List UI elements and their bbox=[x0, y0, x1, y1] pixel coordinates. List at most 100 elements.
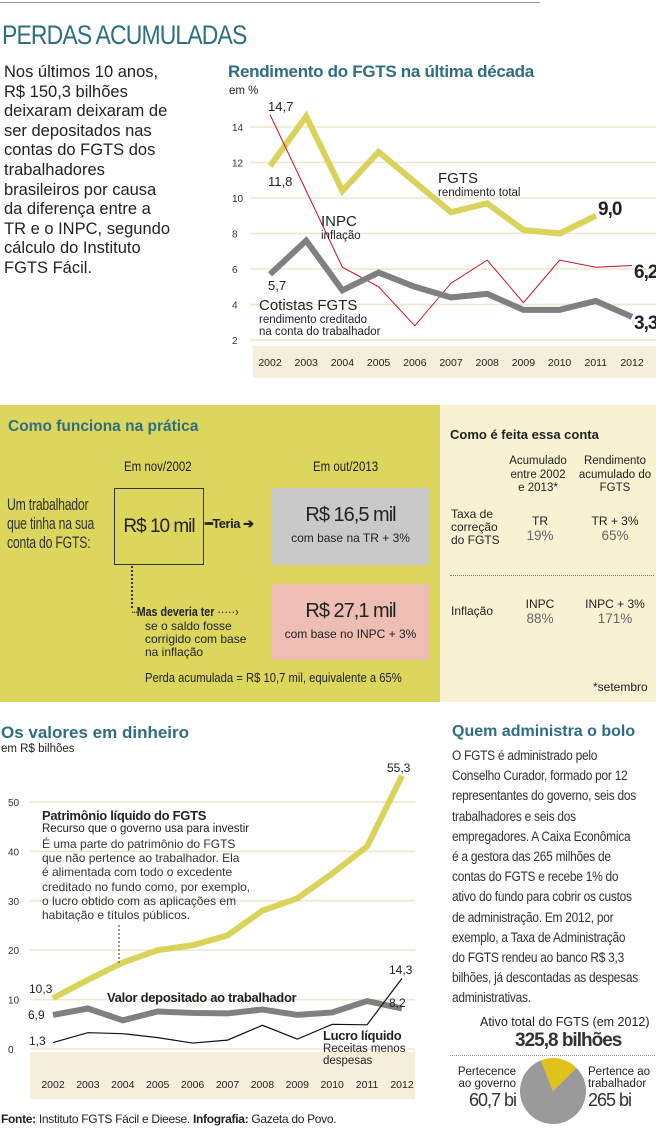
intro-text: Nos últimos 10 anos, R$ 150,3 bilhões de… bbox=[4, 63, 170, 277]
x-tick-label: 2006 bbox=[181, 1079, 205, 1091]
x-tick-label: 2011 bbox=[356, 1079, 379, 1091]
cell-inpc-pct: 88% bbox=[526, 610, 554, 626]
y-tick-label: 40 bbox=[8, 847, 20, 858]
lucro-subtitle: Receitas menos despesas bbox=[323, 1043, 406, 1067]
deveria-label: Mas deveria ter bbox=[136, 604, 215, 619]
tr-result-box: R$ 16,5 mil com base na TR + 3% bbox=[272, 488, 429, 565]
inpc-start-label: 14,7 bbox=[268, 99, 294, 114]
cell-inpc3-pct: 171% bbox=[597, 610, 633, 626]
patrimonio-series-label: Patrimônio líquido do FGTS Recurso que o … bbox=[42, 808, 250, 922]
series-line-0 bbox=[267, 110, 598, 237]
infografia-label: Infografia: bbox=[192, 1112, 249, 1126]
arrow-right-icon: ➔ bbox=[243, 516, 254, 531]
governo-value: 60,7 bi bbox=[468, 1090, 517, 1110]
y-tick-label: 14 bbox=[232, 123, 244, 134]
x-axis-band bbox=[30, 1052, 415, 1099]
trabalhador-label: Pertence ao trabalhador bbox=[588, 1066, 651, 1090]
x-tick-label: 2003 bbox=[76, 1079, 100, 1091]
pratica-title: Como funciona na prática bbox=[8, 418, 199, 435]
worker-text: Um trabalhador que tinha na sua conta do… bbox=[7, 495, 95, 552]
cell-tr-name: TR bbox=[532, 514, 548, 528]
chart1-plot: 2 4 6 8 10 12 14 2002 2003 2004 2005 2006 2007 2008 20… bbox=[232, 110, 656, 378]
fgts-subtitle: rendimento total bbox=[438, 187, 521, 199]
x-tick-label: 2009 bbox=[512, 357, 536, 369]
cell-tr-pct: 19% bbox=[526, 527, 554, 543]
y-tick-label: 4 bbox=[232, 301, 238, 312]
fgts-series-label: FGTS rendimento total bbox=[438, 170, 520, 199]
footer-credits: Fonte: Instituto FGTS Fácil e Dieese. In… bbox=[1, 1112, 337, 1126]
dotted-connector bbox=[131, 566, 133, 608]
x-tick-label: 2010 bbox=[548, 357, 572, 369]
x-tick-label: 2003 bbox=[295, 357, 319, 369]
x-tick-label: 2002 bbox=[258, 357, 282, 369]
patrimonio-end-label: 55,3 bbox=[387, 761, 411, 775]
x-tick-label: 2010 bbox=[321, 1079, 345, 1091]
conta-header-1: Acumulado entre 2002 e 2013* bbox=[509, 455, 567, 494]
lucro-series-label: Lucro líquido Receitas menos despesas bbox=[323, 1028, 405, 1067]
chart1-title: Rendimento do FGTS na última década bbox=[228, 62, 534, 81]
y-tick-label: 0 bbox=[8, 1045, 14, 1056]
patrimonio-note: É uma parte do patrimônio do FGTS que nã… bbox=[42, 837, 251, 923]
governo-label: Pertecence ao governo bbox=[457, 1066, 516, 1090]
valor-end-label: 8,2 bbox=[389, 996, 406, 1010]
ativo-total: 325,8 bilhões bbox=[515, 1030, 622, 1051]
x-tick-label: 2002 bbox=[41, 1079, 65, 1091]
conta-panel bbox=[440, 405, 656, 702]
deveria-block: ···Mas deveria ter ·····› bbox=[131, 604, 239, 619]
x-tick-label: 2005 bbox=[367, 357, 391, 369]
y-tick-label: 2 bbox=[232, 336, 238, 347]
y-tick-label: 10 bbox=[232, 194, 244, 205]
y-tick-label: 6 bbox=[232, 265, 238, 276]
x-tick-label: 2004 bbox=[331, 357, 355, 369]
fgts-start-label: 11,8 bbox=[268, 174, 293, 189]
inpc-subtitle: inflação bbox=[321, 230, 361, 242]
governo-label-block: Pertecence ao governo 60,7 bi bbox=[450, 1066, 517, 1110]
x-tick-label: 2004 bbox=[111, 1079, 135, 1091]
inpc-value: R$ 27,1 mil bbox=[305, 600, 396, 622]
x-tick-label: 2011 bbox=[585, 357, 608, 369]
dotted-arrow-icon: ·····› bbox=[217, 604, 239, 619]
ativo-title: Ativo total do FGTS (em 2012) bbox=[480, 1015, 650, 1029]
x-tick-label: 2006 bbox=[403, 357, 427, 369]
chart1-ylabel: em % bbox=[229, 85, 259, 97]
cell-tr: TR 19% bbox=[507, 514, 573, 543]
valor-start-label: 6,9 bbox=[28, 1008, 45, 1022]
col-nov-2002: Em nov/2002 bbox=[124, 458, 192, 474]
tr-base: com base na TR + 3% bbox=[291, 531, 410, 545]
y-tick-label: 50 bbox=[8, 798, 20, 809]
deveria-sub: se o saldo fosse corrigido com base na i… bbox=[145, 619, 247, 659]
x-axis-band bbox=[253, 346, 656, 378]
inpc-base: com base no INPC + 3% bbox=[284, 627, 417, 641]
patrimonio-subtitle: Recurso que o governo usa para investir bbox=[42, 823, 250, 835]
inpc-series-label: INPC inflação bbox=[321, 213, 361, 242]
x-tick-label: 2012 bbox=[390, 1079, 414, 1091]
fgts-end-label: 9,0 bbox=[598, 199, 622, 220]
x-tick-label: 2007 bbox=[216, 1079, 240, 1091]
fgts-name: FGTS bbox=[438, 170, 478, 187]
x-tick-label: 2008 bbox=[476, 357, 500, 369]
y-tick-label: 10 bbox=[8, 996, 20, 1007]
start-value: R$ 10 mil bbox=[123, 515, 195, 537]
tr-value: R$ 16,5 mil bbox=[305, 504, 396, 526]
cell-inpc-name: INPC bbox=[525, 597, 555, 611]
inpc-name: INPC bbox=[321, 213, 357, 230]
cotistas-name: Cotistas FGTS bbox=[259, 297, 358, 314]
lucro-end-label: 14,3 bbox=[389, 963, 413, 977]
y-tick-label: 8 bbox=[232, 230, 238, 241]
cell-inpc: INPC 88% bbox=[507, 597, 573, 626]
bolo-text: O FGTS é administrado pelo Conselho Cura… bbox=[452, 748, 638, 1007]
y-tick-label: 12 bbox=[232, 159, 244, 170]
col-out-2013: Em out/2013 bbox=[313, 458, 379, 474]
chart2-ylabel: em R$ bilhões bbox=[1, 743, 75, 755]
conta-title: Como é feita essa conta bbox=[450, 427, 599, 442]
valor-series-label: Valor depositado ao trabalhador bbox=[107, 990, 297, 1005]
teria-arrow: ━Teria ➔ bbox=[205, 516, 254, 531]
x-tick-label: 2007 bbox=[439, 357, 463, 369]
cotistas-subtitle: rendimento creditado na conta do trabalh… bbox=[259, 314, 381, 338]
fonte-text: Instituto FGTS Fácil e Dieese. bbox=[35, 1112, 193, 1126]
conta-header-2: Rendimento acumulado do FGTS bbox=[578, 455, 652, 494]
x-tick-label: 2005 bbox=[146, 1079, 170, 1091]
perda-text: Perda acumulada = R$ 10,7 mil, equivalen… bbox=[145, 671, 402, 685]
page-title: PERDAS ACUMULADAS bbox=[2, 20, 247, 50]
cotistas-start-label: 5,7 bbox=[268, 278, 287, 293]
